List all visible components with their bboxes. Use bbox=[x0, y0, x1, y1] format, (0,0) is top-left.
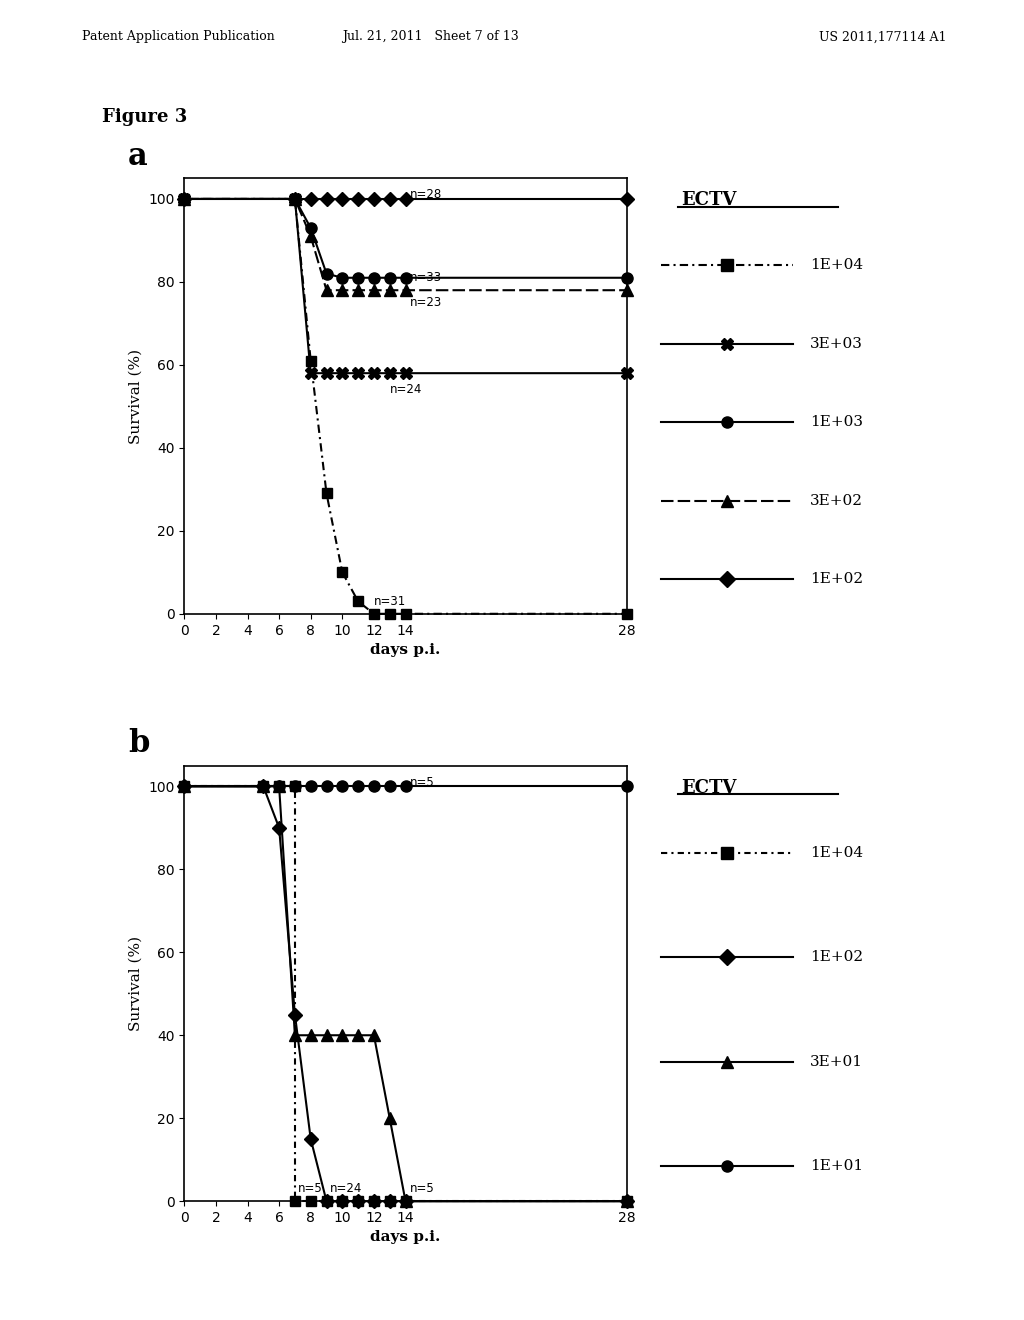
X-axis label: days p.i.: days p.i. bbox=[371, 1230, 440, 1245]
Text: 1E+02: 1E+02 bbox=[810, 572, 863, 586]
X-axis label: days p.i.: days p.i. bbox=[371, 643, 440, 657]
Text: n=5: n=5 bbox=[411, 776, 435, 788]
Text: n=5: n=5 bbox=[411, 1183, 435, 1195]
Text: b: b bbox=[128, 729, 150, 759]
Text: ECTV: ECTV bbox=[681, 779, 736, 797]
Text: 1E+03: 1E+03 bbox=[810, 414, 862, 429]
Text: n=31: n=31 bbox=[374, 595, 407, 607]
Text: Figure 3: Figure 3 bbox=[102, 108, 187, 127]
Text: 1E+02: 1E+02 bbox=[810, 950, 863, 965]
Text: Patent Application Publication: Patent Application Publication bbox=[82, 30, 274, 44]
Text: 1E+04: 1E+04 bbox=[810, 259, 863, 272]
Text: n=33: n=33 bbox=[411, 272, 442, 284]
Text: 1E+01: 1E+01 bbox=[810, 1159, 863, 1173]
Text: n=24: n=24 bbox=[330, 1183, 362, 1195]
Text: 1E+04: 1E+04 bbox=[810, 846, 863, 859]
Text: n=5: n=5 bbox=[298, 1183, 323, 1195]
Text: a: a bbox=[128, 141, 147, 172]
Y-axis label: Survival (%): Survival (%) bbox=[129, 936, 142, 1031]
Text: 3E+03: 3E+03 bbox=[810, 337, 862, 351]
Text: n=28: n=28 bbox=[411, 189, 442, 201]
Text: 3E+01: 3E+01 bbox=[810, 1055, 862, 1069]
Text: ECTV: ECTV bbox=[681, 191, 736, 210]
Text: 3E+02: 3E+02 bbox=[810, 494, 862, 508]
Text: Jul. 21, 2011   Sheet 7 of 13: Jul. 21, 2011 Sheet 7 of 13 bbox=[342, 30, 518, 44]
Text: n=24: n=24 bbox=[390, 383, 422, 396]
Text: US 2011,177114 A1: US 2011,177114 A1 bbox=[819, 30, 947, 44]
Y-axis label: Survival (%): Survival (%) bbox=[129, 348, 142, 444]
Text: n=23: n=23 bbox=[411, 296, 442, 309]
